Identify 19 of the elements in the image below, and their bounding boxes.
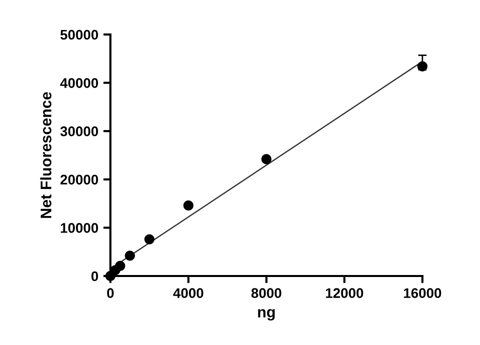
y-tick-label: 40000 (60, 78, 98, 88)
x-tick-label: 0 (107, 288, 114, 298)
y-tick-label: 0 (91, 271, 98, 282)
y-tick-label: 10000 (60, 223, 98, 233)
y-tick-label: 20000 (60, 174, 98, 185)
point (417, 61, 428, 72)
point (115, 260, 126, 271)
x-tick-label: 16000 (404, 288, 442, 298)
y-axis-title: Net Fluorescence (40, 92, 52, 218)
x-tick-label: 8000 (251, 288, 282, 298)
x-tick-label: 12000 (326, 288, 364, 298)
point (144, 234, 154, 244)
x-tick-label: 4000 (173, 288, 204, 298)
y-tick-label: 30000 (60, 126, 98, 136)
y-tick-label: 50000 (60, 30, 98, 40)
point (124, 250, 135, 261)
point (183, 200, 194, 211)
x-axis-title: ng (258, 309, 275, 321)
point (261, 154, 272, 164)
